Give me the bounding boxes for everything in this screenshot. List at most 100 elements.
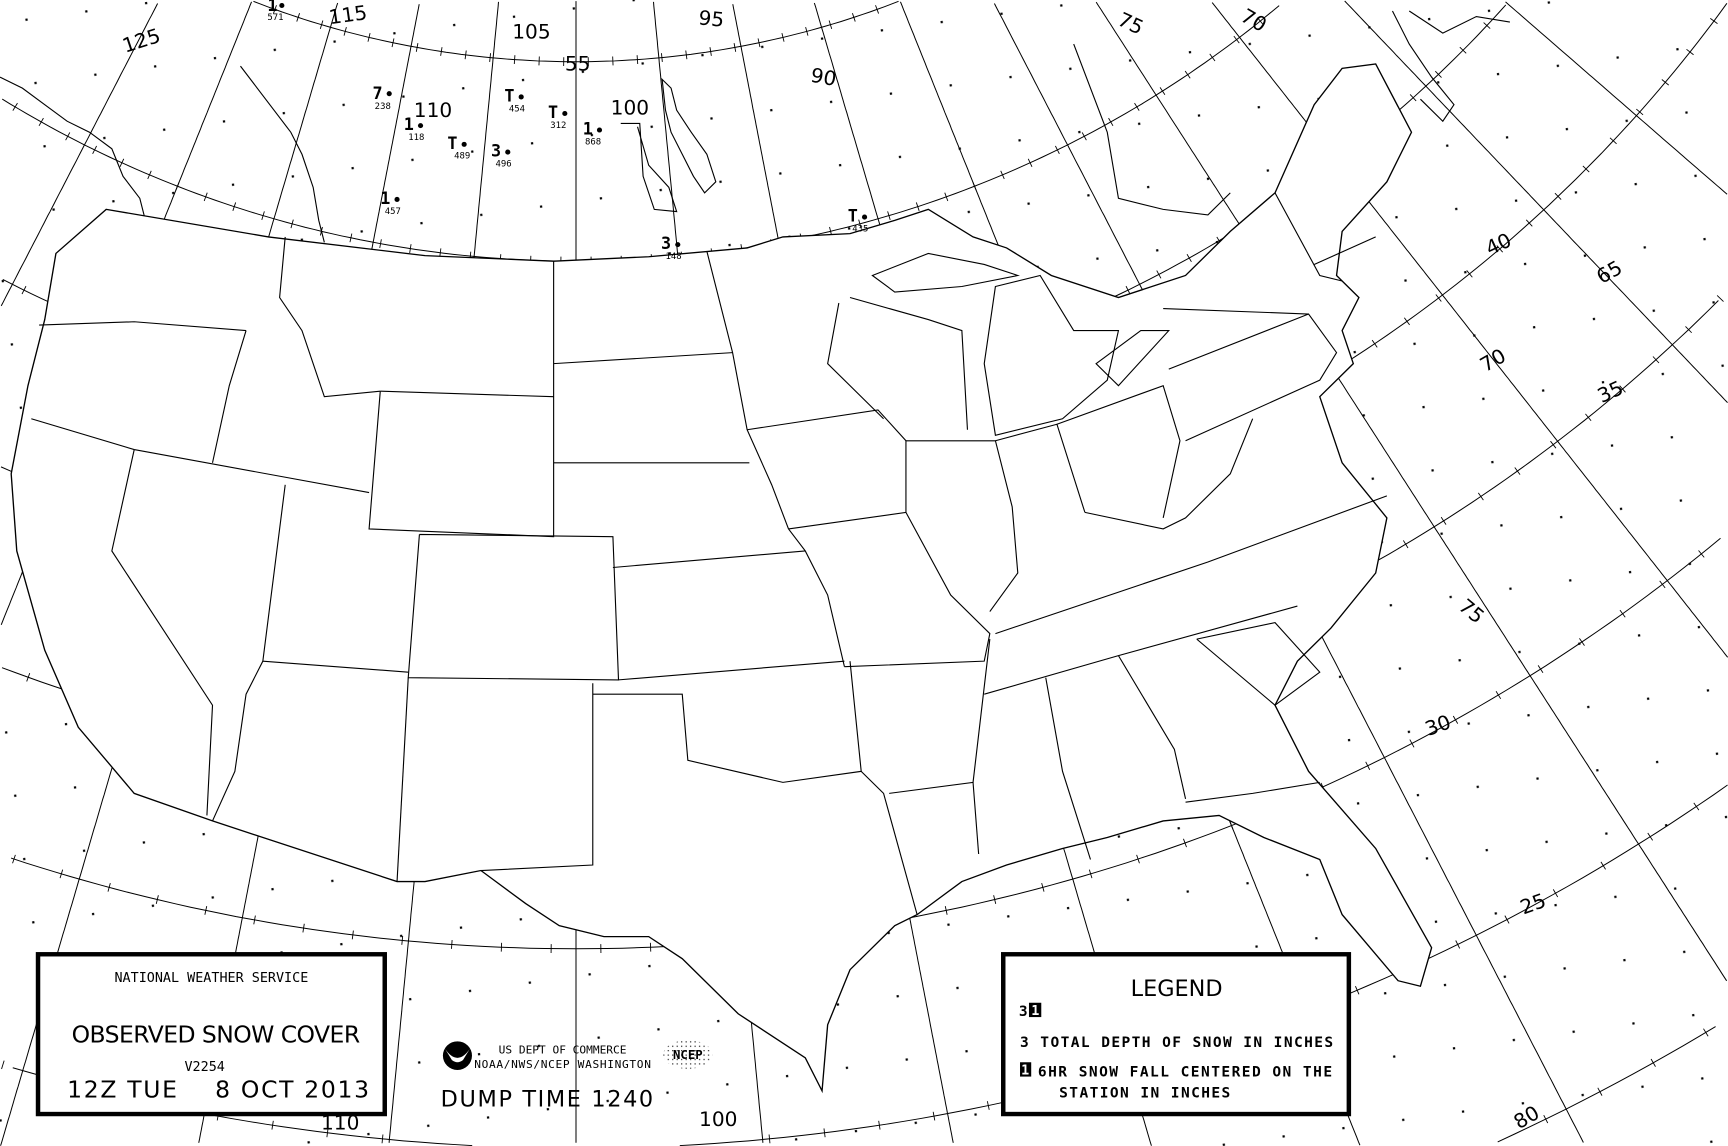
station-id: 148 [665,252,681,262]
station-457[interactable]: 1 457 [380,189,401,217]
grid-tick [489,53,491,62]
station-868[interactable]: 1 868 [583,120,603,148]
grid-tick [1134,102,1140,111]
station-435[interactable]: T 435 [848,207,869,235]
grid-tick [409,244,412,254]
station-312[interactable]: T 312 [548,103,568,131]
grid-tick [1183,838,1187,848]
svg-text:NCEP: NCEP [673,1048,703,1062]
station-id: 489 [454,152,470,162]
grid-tick [326,1128,329,1138]
station-id: 454 [509,104,525,114]
grid-tick [155,895,159,904]
grid-tick [12,102,18,111]
longitude-line [1505,1,1728,195]
grid-tick [1597,1087,1603,1096]
svg-text:1: 1 [1031,1004,1039,1019]
grid-tick [1159,87,1166,96]
station-dot [461,141,467,147]
lon-label-110-bottom: 110 [321,1111,359,1135]
dump-time: DUMP TIME 1240 [441,1086,654,1112]
grid-tick [1659,580,1666,589]
dept-line: US DEPT OF COMMERCE [499,1044,627,1057]
station-dot [505,149,511,155]
lat-label-55: 55 [565,52,591,76]
grid-tick [1652,356,1660,364]
grid-tick [290,219,294,229]
grid-tick [781,33,785,42]
grid-tick [1455,940,1461,949]
grid-tick [1257,17,1264,25]
grid-tick [351,930,354,940]
grid-tick [261,211,265,220]
grid-tick [932,1111,936,1121]
station-id: 868 [585,137,601,147]
station-496[interactable]: 3 496 [491,142,512,170]
grid-tick [302,923,305,933]
grid-tick [1661,79,1670,86]
grid-tick [1409,739,1415,748]
grid-tick [823,1128,826,1138]
grid-tick [1108,117,1114,127]
grid-tick [1209,53,1216,62]
grid-tick [451,940,453,949]
grid-tick [1636,108,1644,116]
station-489[interactable]: T 489 [447,134,470,162]
grid-tick [1504,915,1510,924]
grid-tick [709,47,712,56]
grid-tick [944,192,949,202]
grid-tick [733,43,737,52]
grid-tick [59,869,64,879]
station-id: 457 [385,207,401,217]
grid-tick [768,1134,771,1144]
ncep-logo: NCEP [663,1040,713,1069]
station-dot [386,91,392,97]
grid-tick [513,55,516,65]
grid-tick [1650,1058,1656,1067]
station-454[interactable]: T 454 [504,86,525,114]
grid-tick [852,13,856,22]
product-title: OBSERVED SNOW COVER [72,1022,361,1049]
grid-tick [1543,1115,1549,1124]
grid-tick [1686,48,1694,56]
noaa-logo [442,1041,472,1070]
grid-tick [1434,70,1442,78]
station-571[interactable]: 1 571 [267,0,285,23]
station-id: 238 [375,102,391,112]
station-238[interactable]: 7 238 [372,84,392,112]
grid-tick [381,1134,384,1144]
latitude-line [1497,1026,1716,1143]
grid-tick [828,20,833,30]
grid-tick [1647,832,1654,841]
legend-sample-symbol: 3 1 [1019,1002,1042,1020]
grid-tick [65,132,71,141]
station-dot [562,110,568,117]
station-dot [518,94,524,100]
grid-tick [1054,145,1060,155]
longitude-line [1344,0,1728,403]
grid-tick [887,211,891,220]
grid-tick [204,906,208,915]
station-118[interactable]: 1 118 [404,115,425,143]
grid-tick [401,935,404,945]
grid-tick [685,50,688,60]
grid-tick [271,1120,274,1130]
agency-line: NOAA/NWS/NCEP WASHINGTON [474,1058,651,1071]
grid-tick [1184,70,1191,79]
grid-tick [272,5,277,14]
snow-stations: 1 571 7 238 1 118 T 489 3 496 T 454 [267,0,868,262]
title-box: NATIONAL WEATHER SERVICE OBSERVED SNOW C… [35,952,387,1117]
grid-tick [1514,467,1521,475]
station-148[interactable]: 3 148 [661,234,682,262]
station-id: 312 [550,121,566,131]
grid-tick [915,202,920,211]
grid-tick [232,202,237,211]
grid-tick [343,27,347,36]
legend-title: LEGEND [1131,976,1223,1002]
station-id: 435 [852,224,868,234]
grid-tick [1156,270,1162,279]
station-depth: 1 [380,189,390,208]
grid-tick [878,1120,881,1130]
grid-tick [415,43,419,52]
